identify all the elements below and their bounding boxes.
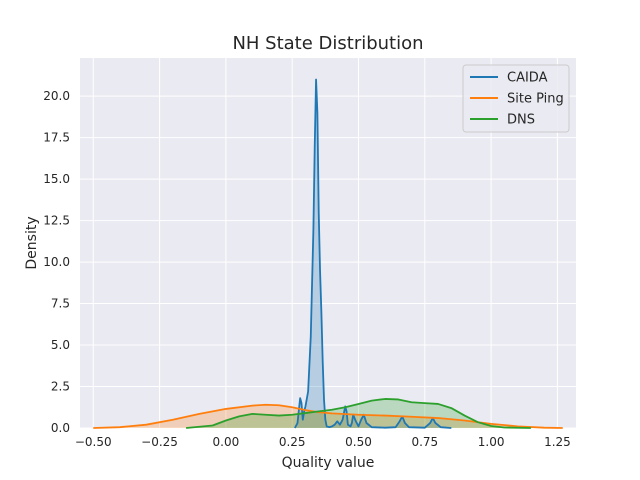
chart-title: NH State Distribution <box>232 33 423 54</box>
dns-line <box>186 398 531 429</box>
x-tick-label: 0.75 <box>411 435 438 449</box>
x-tick-labels: −0.50 −0.25 0.00 0.25 0.50 0.75 1.00 1.25 <box>75 435 571 449</box>
series-lines <box>93 78 563 429</box>
x-tick-label: 1.25 <box>544 435 571 449</box>
y-tick-label: 12.5 <box>43 214 70 228</box>
y-tick-labels: 0.0 2.5 5.0 7.5 10.0 12.5 15.0 17.5 20.0 <box>43 89 70 435</box>
x-tick-label: −0.25 <box>141 435 178 449</box>
legend-box <box>462 64 570 133</box>
x-tick-label: −0.50 <box>75 435 112 449</box>
legend-label-site-ping: Site Ping <box>507 92 564 107</box>
y-tick-label: 10.0 <box>43 255 70 269</box>
x-axis-label: Quality value <box>282 455 375 471</box>
y-axis-label: Density <box>24 216 40 269</box>
y-tick-label: 7.5 <box>51 297 70 311</box>
x-tick-label: 0.50 <box>345 435 372 449</box>
y-tick-label: 5.0 <box>51 338 70 352</box>
caida-line <box>294 78 452 429</box>
x-tick-label: 1.00 <box>478 435 505 449</box>
y-tick-label: 15.0 <box>43 172 70 186</box>
y-tick-label: 0.0 <box>51 421 70 435</box>
legend-label-caida: CAIDA <box>507 71 548 86</box>
x-tick-label: 0.00 <box>213 435 240 449</box>
legend: CAIDA Site Ping DNS <box>462 64 570 133</box>
y-tick-label: 2.5 <box>51 380 70 394</box>
x-tick-label: 0.25 <box>279 435 306 449</box>
site-ping-area <box>93 404 563 428</box>
y-tick-label: 20.0 <box>43 89 70 103</box>
legend-label-dns: DNS <box>507 113 535 128</box>
y-tick-label: 17.5 <box>43 131 70 145</box>
caida-area <box>294 79 452 428</box>
